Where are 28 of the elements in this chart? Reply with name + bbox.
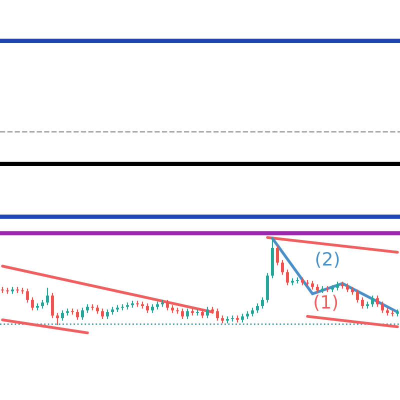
- candlestick: [76, 308, 79, 320]
- series-label: (2): [316, 252, 339, 268]
- candlestick: [371, 295, 374, 308]
- candlestick: [106, 308, 109, 320]
- candlestick: [286, 269, 289, 286]
- candlestick: [181, 308, 184, 320]
- candlestick: [206, 306, 209, 319]
- candlestick: [46, 287, 49, 306]
- candlestick: [376, 295, 379, 308]
- candlestick: [281, 260, 284, 276]
- candlestick: [26, 288, 29, 304]
- candlestick: [146, 302, 149, 314]
- candlestick: [51, 292, 54, 319]
- candlestick: [381, 301, 384, 314]
- series-label: (1): [314, 294, 338, 311]
- candlestick: [31, 296, 34, 311]
- candlestick: [256, 302, 259, 314]
- candlestick: [61, 310, 64, 322]
- candlestick: [276, 244, 279, 266]
- candlestick: [166, 299, 169, 311]
- candlestick: [101, 308, 104, 320]
- candlestick: [186, 308, 189, 320]
- candlestick: [361, 296, 364, 310]
- candlestick: [356, 288, 359, 304]
- candlestick: [56, 312, 59, 326]
- candlestick: [81, 307, 84, 320]
- candlestick: [216, 308, 219, 322]
- candlestick: [261, 296, 264, 310]
